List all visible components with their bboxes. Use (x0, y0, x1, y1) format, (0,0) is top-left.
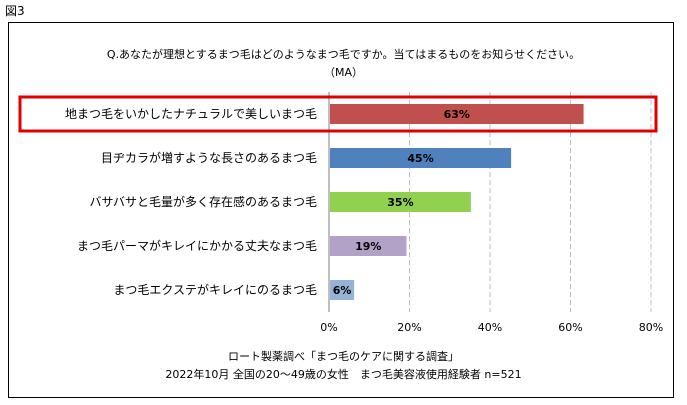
question-multiple-answer-note: （MA） (323, 66, 363, 79)
question-text: Q.あなたが理想とするまつ毛はどのようなまつ毛ですか。当てはまるものをお知らせく… (106, 48, 581, 61)
bar (330, 192, 471, 212)
bar (330, 236, 407, 256)
bar (330, 280, 355, 300)
category-label: バサバサと毛量が多く存在感のあるまつ毛 (89, 194, 317, 209)
category-label: 目ヂカラが増すような長さのあるまつ毛 (101, 150, 317, 165)
value-label: 35% (387, 196, 413, 209)
category-label: 地まつ毛をいかしたナチュラルで美しいまつ毛 (65, 107, 317, 121)
value-label: 63% (444, 108, 470, 121)
gridlines (328, 92, 652, 312)
bar (330, 104, 584, 124)
value-labels: 63% 45% 35% 19% 6% (333, 108, 470, 297)
value-label: 6% (333, 284, 352, 297)
x-tick-label: 20% (397, 321, 421, 334)
x-tick-labels: 0% 20% 40% 60% 80% (320, 321, 663, 334)
x-tick-label: 80% (639, 321, 663, 334)
bar (330, 148, 512, 168)
value-label: 19% (355, 240, 381, 253)
x-tick-label: 0% (320, 321, 337, 334)
source-line-1: ロート製薬調べ「まつ毛のケアに関する調査」 (228, 350, 459, 363)
highlight-box (18, 95, 658, 133)
x-tick-label: 60% (558, 321, 582, 334)
bars (330, 104, 584, 300)
x-tick-label: 40% (478, 321, 502, 334)
category-label: まつ毛エクステがキレイにのるまつ毛 (113, 282, 317, 297)
figure-label: 図3 (5, 4, 25, 18)
value-label: 45% (407, 152, 433, 165)
chart-frame (8, 22, 674, 398)
category-label: まつ毛パーマがキレイにかかる丈夫なまつ毛 (77, 238, 317, 253)
category-labels: 地まつ毛をいかしたナチュラルで美しいまつ毛目ヂカラが増すような長さのあるまつ毛バ… (65, 107, 317, 297)
source-line-2: 2022年10月 全国の20～49歳の女性 まつ毛美容液使用経験者 n=521 (165, 368, 522, 381)
